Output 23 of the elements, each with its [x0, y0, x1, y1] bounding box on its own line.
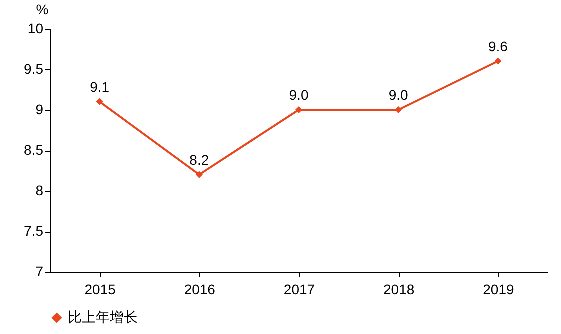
- data-label: 9.6: [488, 38, 508, 54]
- y-tick-label: 9: [36, 102, 44, 118]
- data-label: 8.2: [190, 152, 210, 168]
- x-tick-label: 2019: [483, 282, 514, 298]
- point: [196, 171, 203, 178]
- data-label: 9.0: [289, 87, 309, 103]
- point: [494, 58, 502, 65]
- y-tick-label: 8: [36, 182, 44, 198]
- point: [96, 98, 104, 106]
- x-tick-label: 2017: [284, 282, 316, 298]
- y-tick-label: 10: [28, 20, 44, 36]
- data-label: 9.0: [388, 87, 409, 103]
- y-tick-label: 9.5: [24, 61, 44, 77]
- y-tick-label: 8.5: [24, 142, 44, 158]
- x-tick-label: 2015: [84, 282, 116, 298]
- point: [395, 106, 402, 114]
- legend-label: 比上年增长: [68, 309, 138, 325]
- y-tick-label: 7.5: [24, 223, 44, 239]
- x-tick-label: 2016: [184, 282, 216, 298]
- y-axis-title: %: [36, 2, 49, 18]
- y-tick-label: 7: [36, 264, 44, 280]
- data-label: 9.1: [90, 78, 110, 95]
- x-tick-label: 2018: [384, 282, 415, 298]
